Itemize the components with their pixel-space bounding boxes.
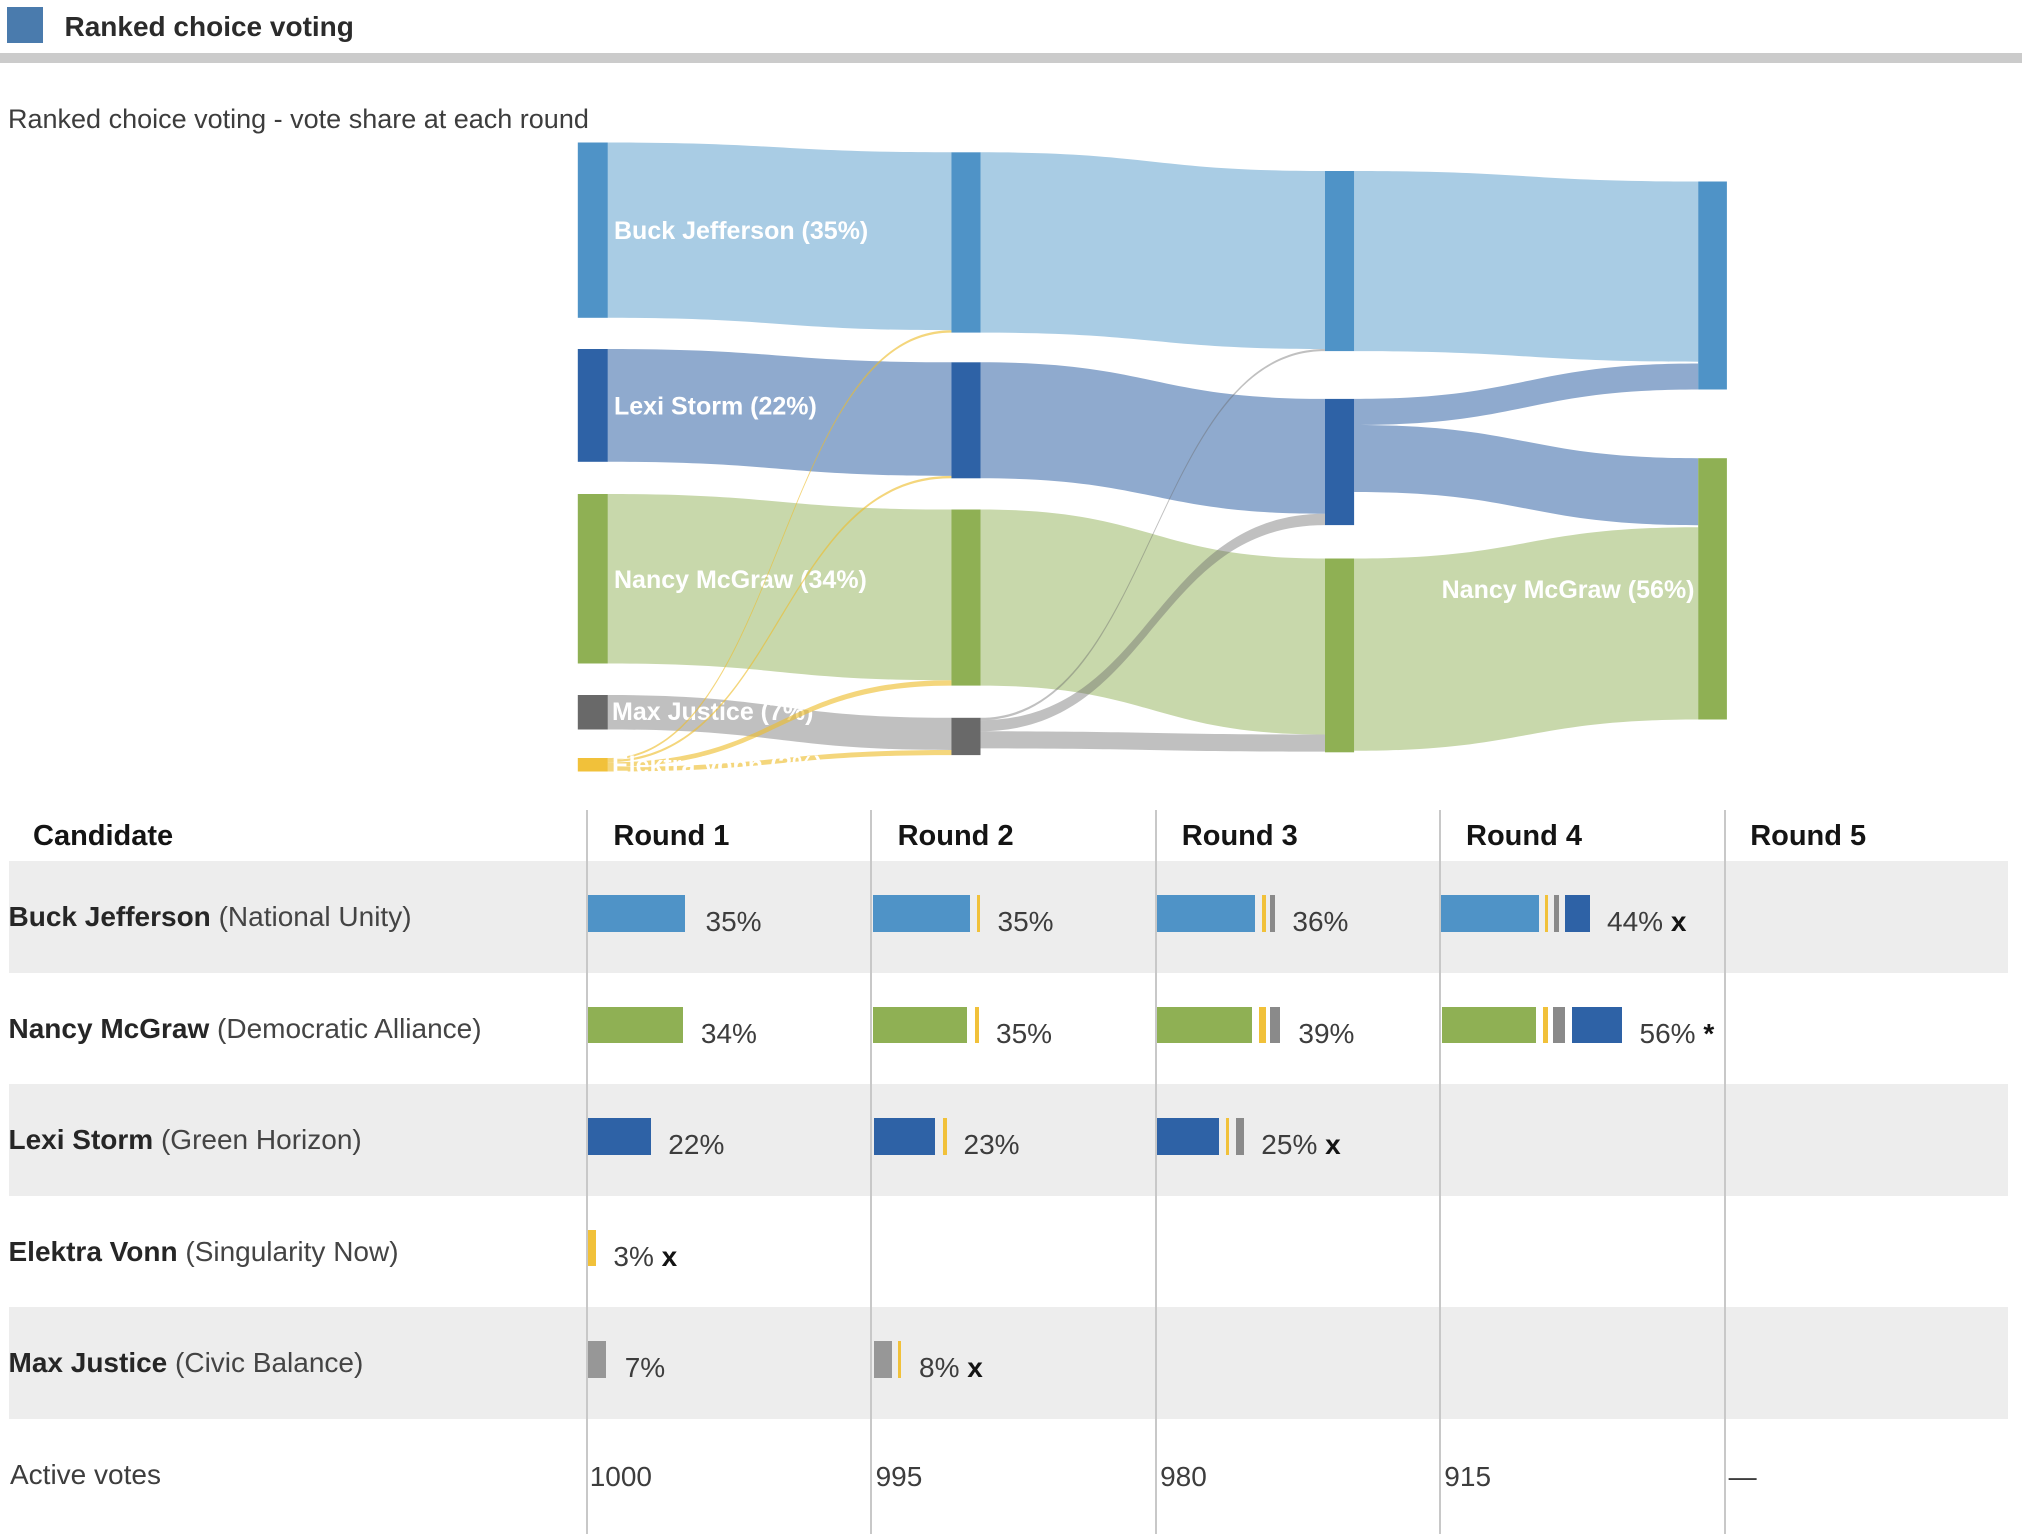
svg-text:Nancy McGraw (34%): Nancy McGraw (34%) bbox=[614, 566, 867, 594]
svg-text:Nancy McGraw (56%): Nancy McGraw (56%) bbox=[1442, 576, 1695, 604]
svg-text:Elektra Vonn (3%): Elektra Vonn (3%) bbox=[612, 752, 823, 780]
svg-text:Lexi Storm (22%): Lexi Storm (22%) bbox=[614, 392, 817, 420]
svg-text:Buck Jefferson (35%): Buck Jefferson (35%) bbox=[614, 217, 868, 245]
